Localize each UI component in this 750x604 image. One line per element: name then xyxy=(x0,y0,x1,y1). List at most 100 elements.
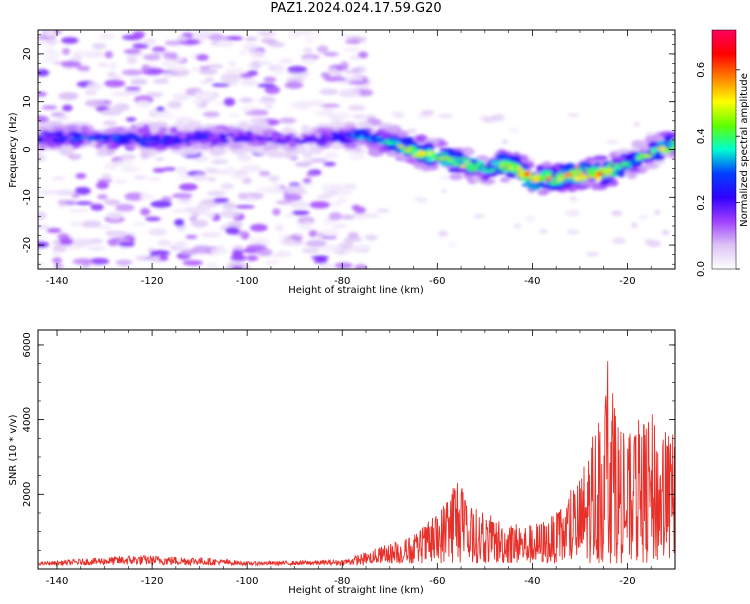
heatmap-blob xyxy=(516,167,523,171)
heatmap-blob xyxy=(153,139,161,143)
heatmap-blob xyxy=(301,248,320,254)
heatmap-blob xyxy=(394,130,409,138)
heatmap-blob xyxy=(548,181,561,185)
heatmap-x-tick-label: -40 xyxy=(524,276,540,287)
heatmap-blob xyxy=(238,97,255,103)
heatmap-blob xyxy=(176,35,188,42)
heatmap-blob xyxy=(466,163,474,167)
snr-y-tick-label: 6000 xyxy=(22,332,33,357)
snr-x-tick-label: -20 xyxy=(619,576,635,587)
heatmap-x-axis: -140 -120 -100 -80 -60 -40 -20 xyxy=(46,30,676,287)
heatmap-blob xyxy=(439,160,451,167)
heatmap-blob xyxy=(104,79,126,88)
heatmap-blob xyxy=(305,172,317,177)
heatmap-blob xyxy=(302,221,312,230)
heatmap-blob xyxy=(74,186,91,195)
heatmap-blob xyxy=(272,182,281,192)
heatmap-blob xyxy=(654,152,662,158)
heatmap-blob xyxy=(54,189,76,196)
heatmap-blob xyxy=(94,143,103,149)
heatmap-blob xyxy=(233,134,240,138)
heatmap-blob xyxy=(407,128,417,134)
heatmap-blob xyxy=(567,113,580,118)
heatmap-blob xyxy=(79,135,88,140)
heatmap-blob xyxy=(153,51,165,55)
heatmap-blob xyxy=(536,165,544,172)
heatmap-blob xyxy=(245,255,259,262)
heatmap-blob xyxy=(317,264,336,269)
heatmap-blob xyxy=(472,164,480,170)
heatmap-blob xyxy=(238,50,248,55)
heatmap-blob xyxy=(306,101,326,107)
heatmap-blob xyxy=(121,69,144,76)
heatmap-blob xyxy=(131,221,147,227)
heatmap-blob xyxy=(347,231,359,239)
heatmap-blob xyxy=(343,237,355,244)
heatmap-blob xyxy=(539,175,546,179)
heatmap-blob xyxy=(95,181,109,190)
heatmap-blob xyxy=(303,47,313,54)
heatmap-blob xyxy=(240,78,258,87)
heatmap-blob xyxy=(301,57,317,65)
colorbar-tick-label: 0.2 xyxy=(696,195,707,211)
heatmap-blob xyxy=(654,210,661,215)
heatmap-blob xyxy=(347,104,366,111)
heatmap-blob xyxy=(611,210,623,216)
heatmap-blob xyxy=(141,64,151,72)
heatmap-blob xyxy=(104,128,114,134)
heatmap-blob xyxy=(334,262,353,269)
heatmap-blob xyxy=(248,137,254,141)
heatmap-y-tick-label: -20 xyxy=(22,237,33,253)
heatmap-blob xyxy=(637,215,649,220)
heatmap-blob xyxy=(558,163,571,172)
heatmap-blob xyxy=(206,190,226,197)
heatmap-blob xyxy=(443,156,452,161)
heatmap-blob xyxy=(191,245,213,254)
heatmap-blob xyxy=(338,138,351,145)
heatmap-blob xyxy=(440,189,448,193)
heatmap-blob xyxy=(60,60,82,68)
heatmap-blob xyxy=(38,143,47,151)
heatmap-blob xyxy=(340,136,347,141)
heatmap-blob xyxy=(200,231,222,238)
heatmap-blob xyxy=(150,250,171,256)
heatmap-blob xyxy=(339,88,362,96)
heatmap-blob xyxy=(237,153,252,162)
heatmap-blob xyxy=(413,196,424,202)
heatmap-blob xyxy=(291,210,310,216)
heatmap-blob xyxy=(230,173,251,181)
heatmap-blob xyxy=(546,175,553,181)
heatmap-blob xyxy=(613,165,621,171)
heatmap-blob xyxy=(111,91,131,97)
heatmap-blob xyxy=(144,131,153,138)
heatmap-blob xyxy=(118,241,135,247)
heatmap-blob xyxy=(272,208,281,216)
heatmap-blob xyxy=(482,116,497,123)
snr-x-tick-label: -100 xyxy=(236,576,259,587)
heatmap-blob xyxy=(192,98,202,106)
heatmap-blob xyxy=(115,128,129,134)
heatmap-blob xyxy=(161,72,172,80)
heatmap-blob xyxy=(219,210,241,218)
heatmap-blob xyxy=(75,172,87,179)
heatmap-blob xyxy=(554,183,565,190)
heatmap-blob xyxy=(323,161,336,167)
heatmap-blob xyxy=(304,36,315,43)
heatmap-blob xyxy=(101,173,112,180)
heatmap-blob xyxy=(302,159,314,165)
heatmap-blob xyxy=(551,177,557,181)
heatmap-blob xyxy=(94,132,104,138)
heatmap-blob xyxy=(134,122,145,129)
heatmap-blob xyxy=(328,70,343,75)
heatmap-y-tick-label: 0 xyxy=(22,146,33,152)
heatmap-blob xyxy=(198,136,208,140)
heatmap-blob xyxy=(662,230,670,236)
heatmap-blob xyxy=(44,135,51,141)
heatmap-blob xyxy=(140,191,150,199)
heatmap-blob xyxy=(104,199,121,206)
heatmap-blob xyxy=(69,131,79,136)
heatmap-blob xyxy=(57,115,70,121)
heatmap-blob xyxy=(240,164,263,173)
heatmap-blob xyxy=(543,170,553,176)
